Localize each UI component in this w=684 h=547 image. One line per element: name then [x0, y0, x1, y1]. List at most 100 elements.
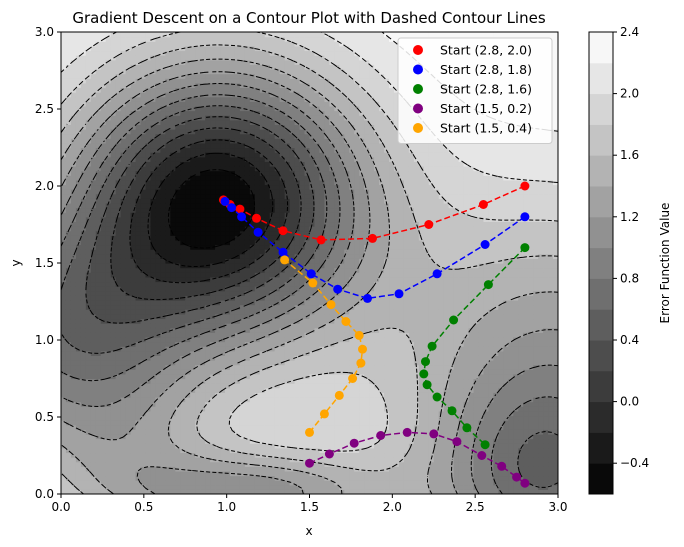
contour-cell	[70, 336, 77, 343]
contour-cell	[85, 147, 92, 153]
contour-cell	[75, 165, 82, 172]
contour-cell	[61, 64, 67, 70]
contour-cell	[65, 101, 72, 107]
contour-cell	[125, 369, 132, 375]
contour-cell	[185, 313, 191, 320]
contour-cell	[205, 133, 211, 139]
contour-cell	[140, 360, 147, 366]
contour-cell	[150, 470, 157, 477]
contour-cell	[185, 406, 191, 412]
contour-cell	[205, 313, 211, 320]
contour-cell	[200, 373, 206, 380]
contour-cell	[80, 105, 87, 112]
contour-cell	[234, 392, 241, 398]
contour-cell	[125, 198, 132, 204]
contour-cell	[100, 263, 107, 269]
contour-cell	[80, 147, 87, 153]
contour-cell	[269, 68, 276, 75]
contour-cell	[90, 420, 97, 426]
contour-cell	[299, 369, 306, 375]
contour-cell	[150, 438, 157, 444]
contour-cell	[180, 193, 186, 199]
contour-cell	[254, 105, 261, 112]
contour-cell	[85, 101, 92, 107]
contour-cell	[70, 258, 77, 264]
contour-cell	[85, 313, 92, 320]
contour-cell	[105, 170, 112, 176]
contour-cell	[180, 475, 186, 481]
contour-cell	[259, 406, 266, 412]
contour-cell	[145, 175, 152, 181]
contour-cell	[90, 101, 97, 107]
contour-cell	[105, 369, 112, 375]
contour-cell	[165, 415, 171, 421]
contour-cell	[220, 68, 226, 75]
contour-cell	[135, 138, 142, 144]
contour-cell	[165, 378, 171, 384]
contour-cell	[254, 161, 261, 167]
contour-cell	[180, 360, 186, 366]
contour-cell	[185, 457, 191, 463]
contour-cell	[115, 304, 122, 310]
contour-cell	[155, 299, 161, 306]
contour-cell	[61, 420, 67, 426]
contour-cell	[135, 212, 142, 218]
contour-cell	[215, 489, 221, 494]
contour-cell	[100, 489, 107, 494]
chart-title: Gradient Descent on a Contour Plot with …	[72, 9, 545, 27]
contour-cell	[180, 133, 186, 139]
contour-cell	[100, 235, 107, 241]
contour-cell	[140, 207, 147, 213]
contour-cell	[229, 327, 236, 333]
contour-cell	[175, 175, 181, 181]
contour-cell	[110, 73, 117, 79]
contour-cell	[229, 290, 236, 296]
contour-cell	[190, 364, 196, 370]
contour-cell	[61, 387, 67, 393]
contour-cell	[185, 193, 191, 199]
contour-cell	[145, 32, 152, 38]
contour-cell	[105, 258, 112, 264]
contour-cell	[304, 406, 311, 412]
contour-cell	[185, 281, 191, 287]
contour-cell	[95, 239, 102, 246]
contour-cell	[185, 226, 191, 232]
contour-cell	[200, 313, 206, 320]
contour-cell	[180, 461, 186, 467]
contour-cell	[215, 96, 221, 102]
contour-cell	[75, 216, 82, 223]
contour-cell	[225, 119, 231, 125]
contour-cell	[279, 272, 286, 278]
contour-cell	[145, 360, 152, 366]
contour-cell	[80, 447, 87, 454]
contour-cell	[185, 207, 191, 213]
contour-cell	[130, 193, 137, 199]
contour-cell	[195, 87, 201, 93]
contour-cell	[95, 32, 102, 38]
contour-cell	[289, 105, 296, 112]
contour-cell	[115, 235, 122, 241]
contour-cell	[145, 299, 152, 306]
contour-cell	[299, 73, 306, 79]
contour-cell	[195, 420, 201, 426]
contour-cell	[61, 129, 67, 135]
contour-cell	[229, 73, 236, 79]
contour-cell	[75, 207, 82, 213]
contour-cell	[259, 332, 266, 338]
contour-cell	[200, 216, 206, 223]
contour-cell	[279, 64, 286, 70]
contour-cell	[135, 267, 142, 273]
contour-cell	[70, 452, 77, 458]
contour-cell	[254, 36, 261, 42]
contour-cell	[205, 115, 211, 121]
contour-cell	[274, 92, 281, 98]
contour-cell	[155, 489, 161, 494]
contour-cell	[229, 216, 236, 223]
contour-cell	[130, 87, 137, 93]
contour-cell	[205, 87, 211, 93]
contour-cell	[234, 59, 241, 65]
contour-cell	[120, 36, 127, 42]
contour-cell	[229, 119, 236, 125]
contour-cell	[195, 156, 201, 162]
contour-cell	[180, 198, 186, 204]
